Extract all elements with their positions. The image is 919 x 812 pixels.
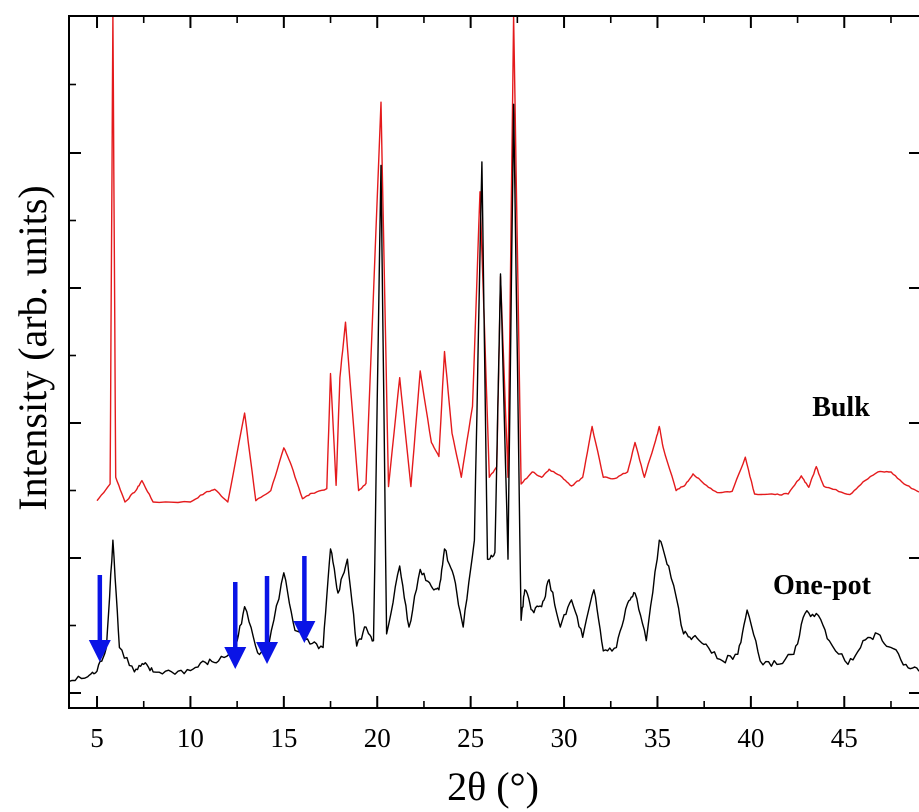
bulk-series-label: Bulk bbox=[812, 392, 870, 423]
plot-frame bbox=[68, 15, 919, 709]
peak-arrow-2 bbox=[224, 582, 247, 669]
label-layer: Bulk One-pot 2θ (°) Intensity (arb. unit… bbox=[10, 185, 872, 809]
x-tick-label: 25 bbox=[457, 723, 484, 753]
y-axis-title: Intensity (arb. units) bbox=[10, 185, 55, 511]
peak-arrow-4 bbox=[293, 556, 316, 643]
x-tick-label: 30 bbox=[551, 723, 578, 753]
x-tick-label: 35 bbox=[644, 723, 671, 753]
x-tick-label: 40 bbox=[737, 723, 764, 753]
x-tick-label: 45 bbox=[831, 723, 858, 753]
arrow-layer bbox=[88, 556, 316, 669]
axis-layer: 5 10 15 20 25 30 35 40 45 bbox=[68, 15, 919, 753]
x-tick-label: 10 bbox=[177, 723, 204, 753]
x-tick-label: 15 bbox=[270, 723, 297, 753]
x-tick-label: 20 bbox=[364, 723, 391, 753]
peak-arrow-1 bbox=[88, 575, 111, 662]
one-pot-series-label: One-pot bbox=[773, 570, 872, 601]
peak-arrow-3 bbox=[256, 576, 279, 664]
series-line-bulk bbox=[96, 15, 919, 504]
x-tick-label: 5 bbox=[90, 723, 104, 753]
x-axis-title: 2θ (°) bbox=[447, 764, 539, 809]
